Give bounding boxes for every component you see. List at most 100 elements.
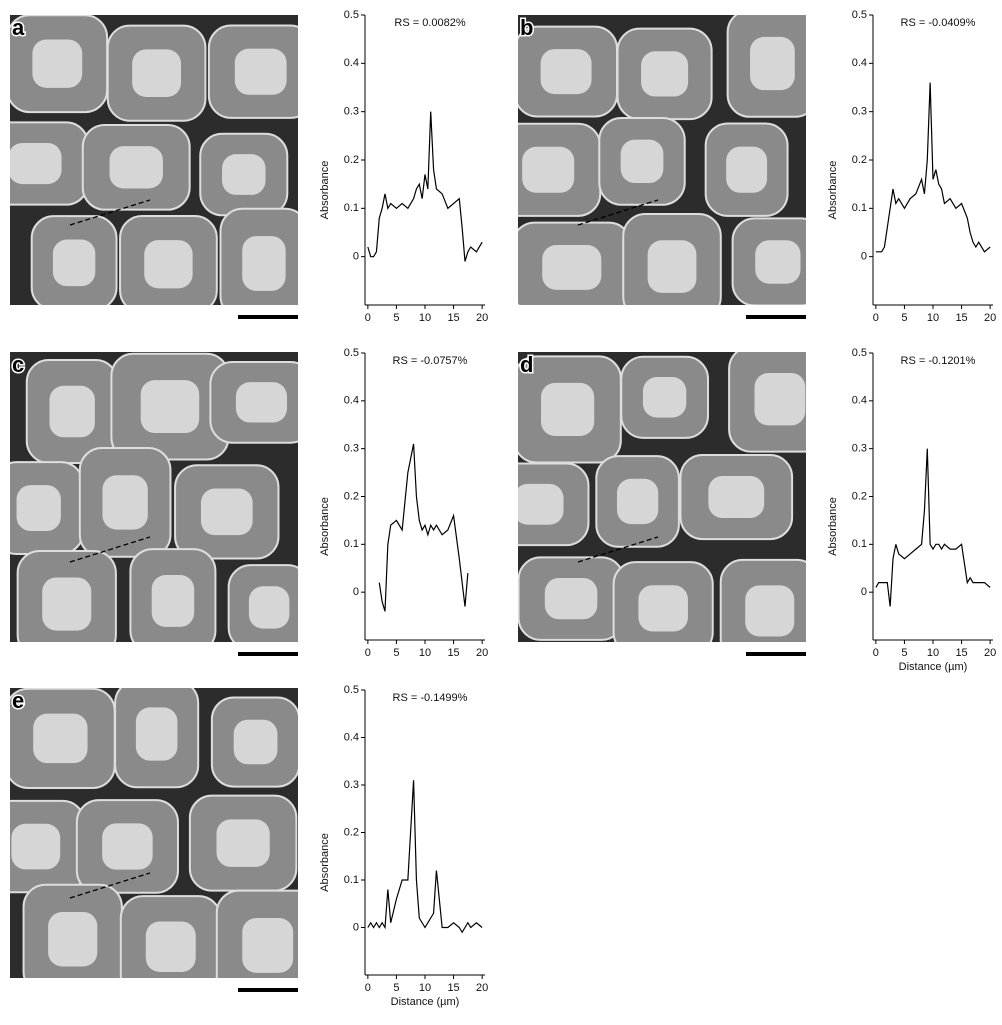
y-tick-label: 0.5: [344, 684, 359, 696]
y-tick-label: 0.1: [852, 538, 867, 550]
cell-lumen: [542, 244, 602, 290]
y-tick-label: 0: [353, 251, 359, 263]
x-tick-label: 15: [955, 647, 967, 659]
y-axis-label: Absorbance: [319, 497, 331, 556]
x-tick-label: 20: [984, 647, 996, 659]
cell-lumen: [540, 49, 592, 95]
cell-lumen: [11, 823, 61, 870]
cell-lumen: [102, 823, 153, 870]
y-tick-label: 0.5: [344, 9, 359, 21]
cell-lumen: [135, 707, 178, 761]
y-tick-label: 0.2: [344, 154, 359, 166]
cell-lumen: [620, 139, 664, 184]
cell-lumen: [647, 240, 697, 293]
x-axis-label: Distance (µm): [899, 661, 968, 673]
y-axis-label: Absorbance: [827, 161, 839, 220]
x-tick-label: 0: [365, 312, 371, 324]
y-tick-label: 0.2: [852, 490, 867, 502]
cell-lumen: [33, 713, 88, 764]
annotation: RS = 0.0082%: [394, 17, 465, 29]
x-tick-label: 5: [901, 312, 907, 324]
x-tick-label: 20: [476, 312, 488, 324]
cell-lumen: [48, 911, 98, 967]
x-tick-label: 5: [393, 647, 399, 659]
cell-lumen: [16, 485, 61, 532]
cell-lumen: [755, 240, 801, 284]
x-tick-label: 10: [419, 312, 431, 324]
y-tick-label: 0.2: [344, 490, 359, 502]
x-tick-label: 10: [927, 312, 939, 324]
micrograph-cells: [518, 352, 806, 642]
panel-letter: b: [520, 15, 533, 40]
y-tick-label: 0.3: [344, 106, 359, 118]
x-tick-label: 20: [476, 982, 488, 994]
y-tick-label: 0.5: [852, 347, 867, 359]
annotation: RS = -0.0409%: [901, 17, 976, 29]
cell-lumen: [235, 382, 288, 423]
annotation: RS = -0.1499%: [393, 692, 468, 704]
x-tick-label: 0: [365, 982, 371, 994]
measure-line: [69, 199, 151, 226]
cell-lumen: [518, 483, 564, 525]
y-tick-label: 0.3: [344, 443, 359, 455]
x-tick-label: 15: [447, 982, 459, 994]
cell-lumen: [109, 146, 163, 189]
y-axis-label: Absorbance: [319, 833, 331, 892]
micrograph-cells: [518, 15, 806, 305]
cell-lumen: [540, 382, 595, 436]
x-tick-label: 15: [955, 312, 967, 324]
cell-lumen: [641, 51, 689, 97]
micrograph: [10, 688, 298, 978]
micrograph-cells: [10, 688, 298, 978]
cell-lumen: [52, 239, 96, 287]
x-tick-label: 20: [984, 312, 996, 324]
y-axis-label: Absorbance: [319, 161, 331, 220]
annotation: RS = -0.1201%: [901, 355, 976, 367]
cell-lumen: [642, 377, 687, 418]
x-tick-label: 0: [873, 647, 879, 659]
cell-lumen: [242, 236, 286, 291]
y-tick-label: 0.4: [852, 57, 867, 69]
data-line: [875, 448, 991, 607]
cell-lumen: [726, 146, 768, 193]
cell-lumen: [151, 575, 195, 627]
y-tick-label: 0.5: [344, 347, 359, 359]
micrograph-cells: [10, 352, 298, 642]
y-tick-label: 0.4: [344, 57, 359, 69]
cell-lumen: [42, 577, 92, 631]
data-line: [378, 443, 469, 612]
micrograph: [518, 15, 806, 305]
x-tick-label: 15: [447, 312, 459, 324]
cell-lumen: [544, 577, 598, 620]
cell-lumen: [132, 49, 182, 97]
x-tick-label: 5: [901, 647, 907, 659]
cell-lumen: [233, 719, 278, 765]
panel-letter: d: [520, 352, 533, 377]
cell-lumen: [49, 385, 95, 438]
cell-lumen: [234, 48, 287, 95]
y-tick-label: 0.3: [344, 779, 359, 791]
panel-letter: a: [12, 15, 25, 40]
cell-lumen: [248, 586, 290, 629]
annotation: RS = -0.0757%: [393, 355, 468, 367]
x-tick-label: 0: [873, 312, 879, 324]
x-tick-label: 10: [927, 647, 939, 659]
cell-lumen: [216, 819, 270, 867]
cell-lumen: [754, 372, 806, 426]
cell-lumen: [200, 488, 253, 536]
cell-lumen: [144, 240, 193, 289]
x-tick-label: 5: [393, 312, 399, 324]
panel-letter: c: [12, 352, 24, 377]
y-axis-label: Absorbance: [827, 497, 839, 556]
cell-lumen: [522, 146, 575, 193]
cell-lumen: [745, 585, 795, 637]
cell-lumen: [140, 380, 200, 434]
y-tick-label: 0.1: [344, 538, 359, 550]
measure-line: [69, 872, 151, 899]
x-tick-label: 0: [365, 647, 371, 659]
y-tick-label: 0.1: [344, 202, 359, 214]
x-tick-label: 10: [419, 982, 431, 994]
x-tick-label: 15: [447, 647, 459, 659]
cell-lumen: [638, 585, 688, 632]
cell-lumen: [32, 39, 83, 88]
